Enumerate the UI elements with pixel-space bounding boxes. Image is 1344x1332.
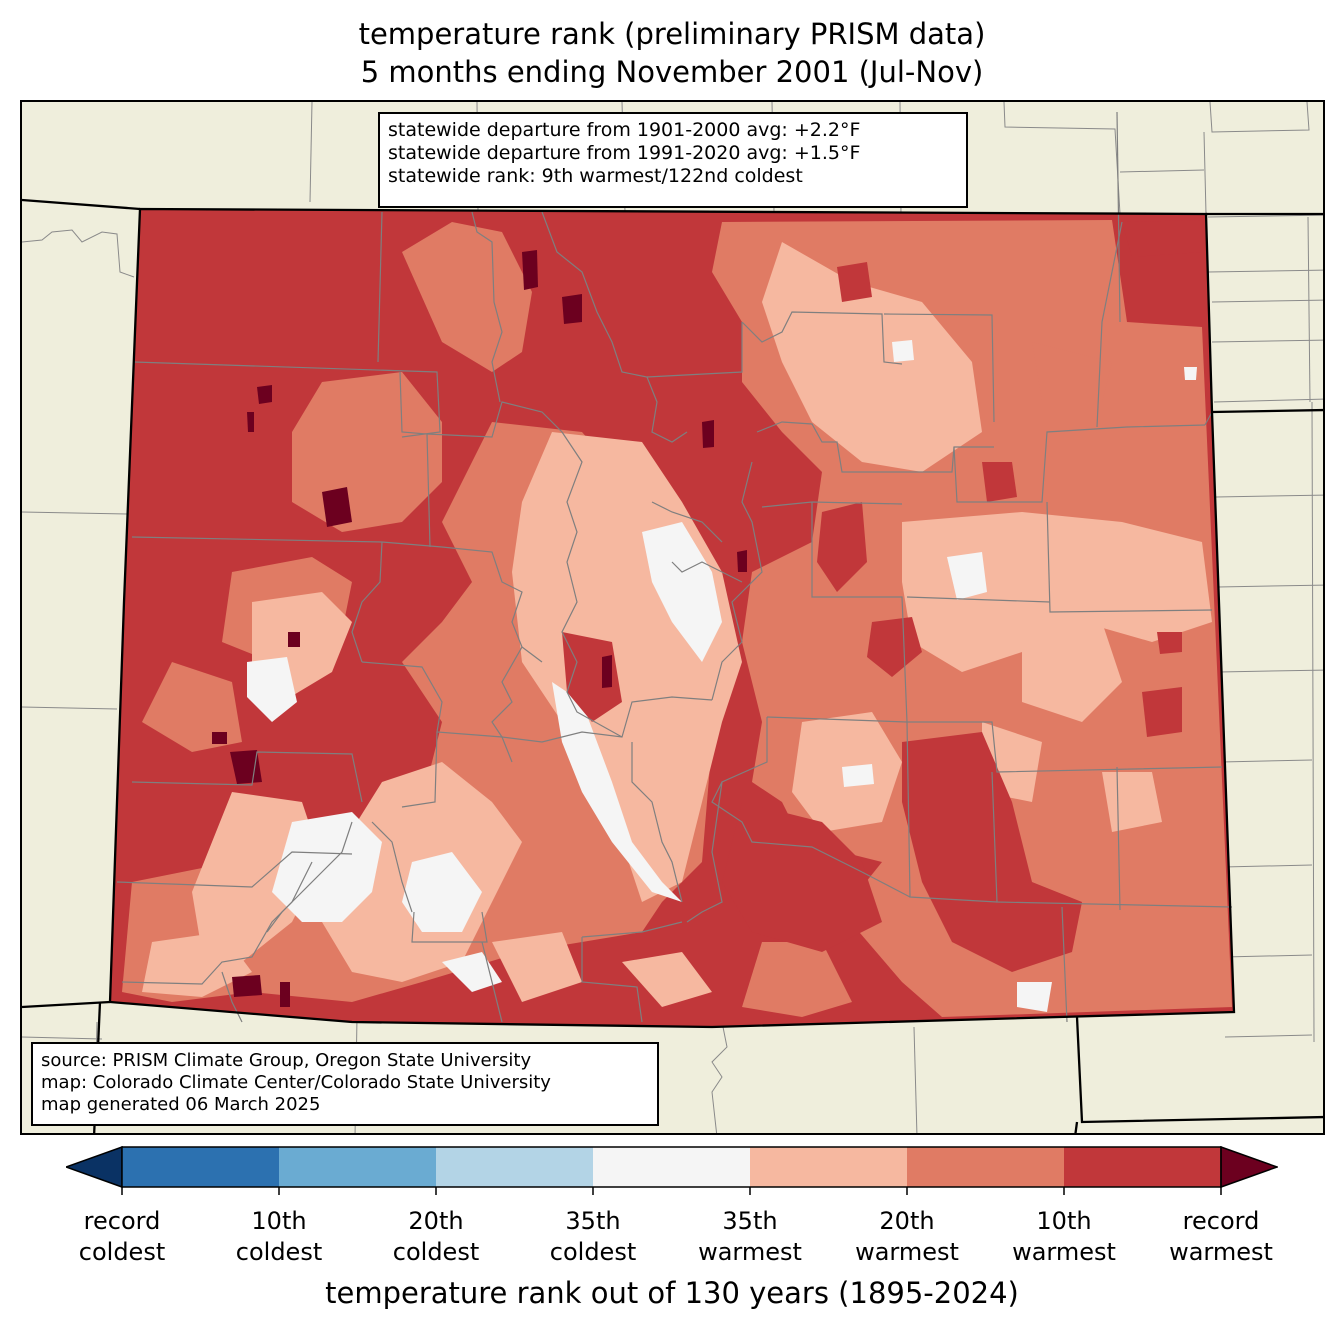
source-text: source: PRISM Climate Group, Oregon Stat… bbox=[41, 1050, 532, 1071]
departure-1901-2000-text: statewide departure from 1901-2000 avg: … bbox=[388, 119, 861, 141]
colorbar-bin bbox=[122, 1147, 280, 1187]
tick-label-direction: warmest bbox=[1169, 1238, 1273, 1266]
colorbar-bin bbox=[1064, 1147, 1222, 1187]
source-credits-box: source: PRISM Climate Group, Oregon Stat… bbox=[31, 1042, 659, 1126]
map-credit-text: map: Colorado Climate Center/Colorado St… bbox=[41, 1072, 551, 1093]
tick-label-rank: 10th bbox=[251, 1207, 307, 1235]
tick-label-direction: warmest bbox=[855, 1238, 959, 1266]
colorbar-bins bbox=[122, 1147, 1222, 1187]
departure-1991-2020-text: statewide departure from 1991-2020 avg: … bbox=[388, 142, 861, 164]
colorbar-bin bbox=[436, 1147, 594, 1187]
colorbar-title: temperature rank out of 130 years (1895-… bbox=[325, 1276, 1019, 1310]
tick-label-rank: record bbox=[1182, 1207, 1260, 1235]
colorbar-bin bbox=[907, 1147, 1065, 1187]
colorbar-tick-label: record warmest bbox=[1146, 1206, 1296, 1268]
tick-label-rank: 10th bbox=[1036, 1207, 1092, 1235]
colorbar-bin bbox=[279, 1147, 437, 1187]
colorbar-tick-label: 10th warmest bbox=[989, 1206, 1139, 1268]
colorbar-tick-label: 35th coldest bbox=[518, 1206, 668, 1268]
statewide-rank-text: statewide rank: 9th warmest/122nd coldes… bbox=[388, 165, 803, 187]
tick-label-direction: coldest bbox=[78, 1238, 166, 1266]
colorado-temperature-rank-map bbox=[22, 102, 1323, 1133]
colorbar-under-extension bbox=[66, 1146, 123, 1189]
tick-label-direction: warmest bbox=[1012, 1238, 1116, 1266]
tick-label-rank: 20th bbox=[408, 1207, 464, 1235]
tick-label-rank: 20th bbox=[879, 1207, 935, 1235]
tick-label-rank: 35th bbox=[722, 1207, 778, 1235]
county-lines bbox=[116, 111, 1233, 1023]
generated-date-text: map generated 06 March 2025 bbox=[41, 1094, 321, 1115]
colorbar-bin bbox=[593, 1147, 751, 1187]
map-title-line-2: 5 months ending November 2001 (Jul-Nov) bbox=[360, 55, 984, 89]
colorbar bbox=[66, 1146, 1278, 1195]
tick-label-direction: coldest bbox=[235, 1238, 323, 1266]
tick-label-rank: record bbox=[83, 1207, 161, 1235]
tick-label-rank: 35th bbox=[565, 1207, 621, 1235]
colorbar-tick-label: 20th warmest bbox=[832, 1206, 982, 1268]
colorbar-tick-label: 35th warmest bbox=[675, 1206, 825, 1268]
temperature-rank-field bbox=[110, 209, 1234, 1027]
tick-label-direction: warmest bbox=[698, 1238, 802, 1266]
map-title-line-1: temperature rank (preliminary PRISM data… bbox=[358, 17, 986, 51]
statewide-stats-box: statewide departure from 1901-2000 avg: … bbox=[378, 112, 968, 208]
state-boundaries bbox=[22, 198, 1323, 1133]
colorbar-over-extension bbox=[1220, 1146, 1278, 1189]
colorbar-tick-label: 10th coldest bbox=[204, 1206, 354, 1268]
map-panel bbox=[20, 100, 1325, 1135]
colorbar-tick-label: record coldest bbox=[47, 1206, 197, 1268]
colorbar-ticks bbox=[121, 1187, 1222, 1195]
tick-label-direction: coldest bbox=[392, 1238, 480, 1266]
colorbar-bin bbox=[750, 1147, 908, 1187]
outside-county-lines bbox=[22, 102, 1323, 1133]
colorbar-tick-label: 20th coldest bbox=[361, 1206, 511, 1268]
colorbar-outline bbox=[121, 1146, 1222, 1188]
tick-label-direction: coldest bbox=[549, 1238, 637, 1266]
